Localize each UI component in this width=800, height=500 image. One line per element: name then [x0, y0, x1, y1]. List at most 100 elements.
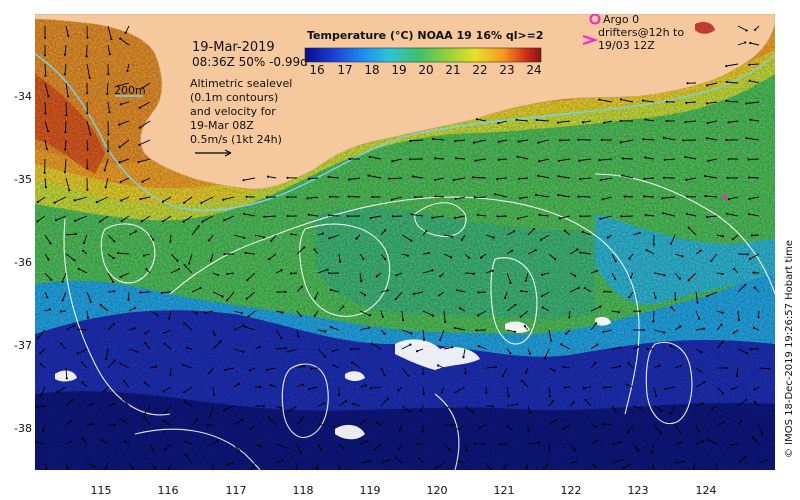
velocity-arrow-head	[143, 412, 146, 415]
velocity-arrow	[368, 175, 382, 179]
velocity-arrow	[580, 177, 592, 180]
velocity-arrow	[627, 424, 634, 433]
velocity-arrow	[212, 291, 223, 297]
velocity-arrow-head	[534, 249, 537, 252]
velocity-arrow	[44, 63, 47, 76]
velocity-arrow-head	[513, 330, 516, 333]
velocity-arrow-head	[579, 251, 582, 254]
velocity-arrow	[296, 365, 305, 369]
velocity-arrow-head	[663, 274, 666, 277]
velocity-arrow	[623, 462, 634, 469]
velocity-arrow	[149, 443, 154, 451]
velocity-arrow-head	[752, 271, 755, 274]
velocity-arrow-head	[538, 160, 541, 163]
velocity-arrow	[317, 269, 328, 274]
velocity-arrow-head	[535, 118, 538, 122]
velocity-arrow-head	[679, 325, 682, 328]
velocity-arrow	[170, 268, 180, 274]
velocity-arrow-head	[280, 337, 283, 340]
velocity-arrow	[477, 310, 487, 316]
velocity-arrow-head	[408, 158, 412, 161]
velocity-arrow-head	[119, 103, 122, 106]
velocity-arrow-head	[603, 290, 606, 293]
velocity-arrow-head	[242, 179, 245, 182]
velocity-arrow	[695, 381, 705, 388]
velocity-arrow-head	[43, 54, 47, 57]
velocity-arrow-head	[86, 167, 89, 170]
velocity-arrow-head	[297, 335, 300, 338]
velocity-arrow	[275, 329, 282, 339]
velocity-arrow	[707, 82, 718, 86]
velocity-arrow-head	[563, 229, 566, 232]
velocity-arrow	[65, 25, 69, 37]
velocity-arrow-head	[646, 347, 649, 350]
velocity-arrow-head	[749, 118, 752, 121]
velocity-arrow	[506, 386, 510, 397]
velocity-arrow	[688, 227, 697, 236]
velocity-arrow-head	[621, 157, 625, 160]
velocity-arrow-head	[494, 366, 497, 369]
velocity-arrow	[120, 272, 130, 278]
velocity-arrow-head	[346, 215, 349, 218]
velocity-arrow-head	[44, 74, 47, 77]
velocity-arrow-head	[623, 195, 626, 198]
velocity-arrow-head	[329, 288, 332, 291]
velocity-arrow	[716, 341, 723, 350]
velocity-arrow-head	[140, 220, 143, 223]
velocity-arrow-head	[68, 189, 71, 192]
velocity-arrow-head	[104, 186, 107, 189]
velocity-arrow	[517, 156, 529, 160]
velocity-arrow-head	[108, 53, 111, 56]
argo-legend-icon	[589, 14, 601, 25]
velocity-arrow-head	[41, 429, 44, 432]
velocity-arrow-head	[599, 305, 602, 308]
velocity-arrow-head	[88, 76, 91, 79]
velocity-arrow-head	[104, 467, 107, 470]
velocity-arrow-head	[237, 382, 240, 386]
velocity-arrow-head	[164, 410, 167, 414]
velocity-arrow	[584, 287, 592, 293]
velocity-arrow-head	[105, 357, 108, 360]
velocity-arrow	[541, 291, 550, 297]
velocity-arrow-head	[280, 406, 283, 410]
velocity-arrow	[107, 101, 110, 113]
velocity-arrow-head	[572, 401, 575, 404]
velocity-arrow	[370, 215, 382, 219]
velocity-arrow-head	[752, 436, 755, 439]
velocity-arrow	[600, 177, 613, 181]
velocity-arrow	[330, 326, 340, 331]
velocity-arrow	[380, 367, 386, 376]
velocity-arrow-head	[595, 269, 598, 272]
velocity-arrow-head	[598, 98, 601, 101]
velocity-arrow	[422, 310, 434, 317]
velocity-arrow-head	[248, 369, 251, 372]
velocity-arrow	[705, 175, 718, 179]
velocity-arrow-head	[409, 139, 412, 143]
velocity-arrow-head	[440, 391, 443, 394]
velocity-arrow-head	[204, 311, 207, 314]
velocity-arrow-head	[86, 188, 89, 191]
velocity-arrow-head	[704, 175, 707, 178]
map-time: 08:36Z 50% -0.99d	[192, 55, 308, 69]
velocity-arrow-head	[113, 424, 116, 427]
velocity-arrow-head	[177, 268, 180, 271]
velocity-arrow-head	[145, 268, 148, 271]
velocity-arrow-head	[36, 200, 39, 204]
velocity-arrow-head	[119, 180, 122, 183]
velocity-arrow	[558, 175, 571, 179]
velocity-arrow-head	[699, 370, 702, 373]
velocity-arrow-head	[748, 63, 751, 66]
velocity-arrow-head	[639, 407, 642, 410]
velocity-arrow-head	[682, 460, 685, 463]
velocity-arrow-head	[387, 459, 391, 462]
velocity-arrow	[96, 196, 109, 203]
velocity-arrow	[233, 310, 243, 314]
velocity-arrow-head	[119, 362, 122, 365]
velocity-arrow	[107, 25, 112, 40]
velocity-arrow-head	[93, 465, 96, 468]
velocity-arrow	[695, 310, 700, 319]
velocity-arrow-head	[332, 424, 335, 427]
velocity-arrow	[140, 291, 151, 293]
velocity-arrow	[476, 118, 487, 122]
velocity-arrow	[164, 343, 172, 350]
